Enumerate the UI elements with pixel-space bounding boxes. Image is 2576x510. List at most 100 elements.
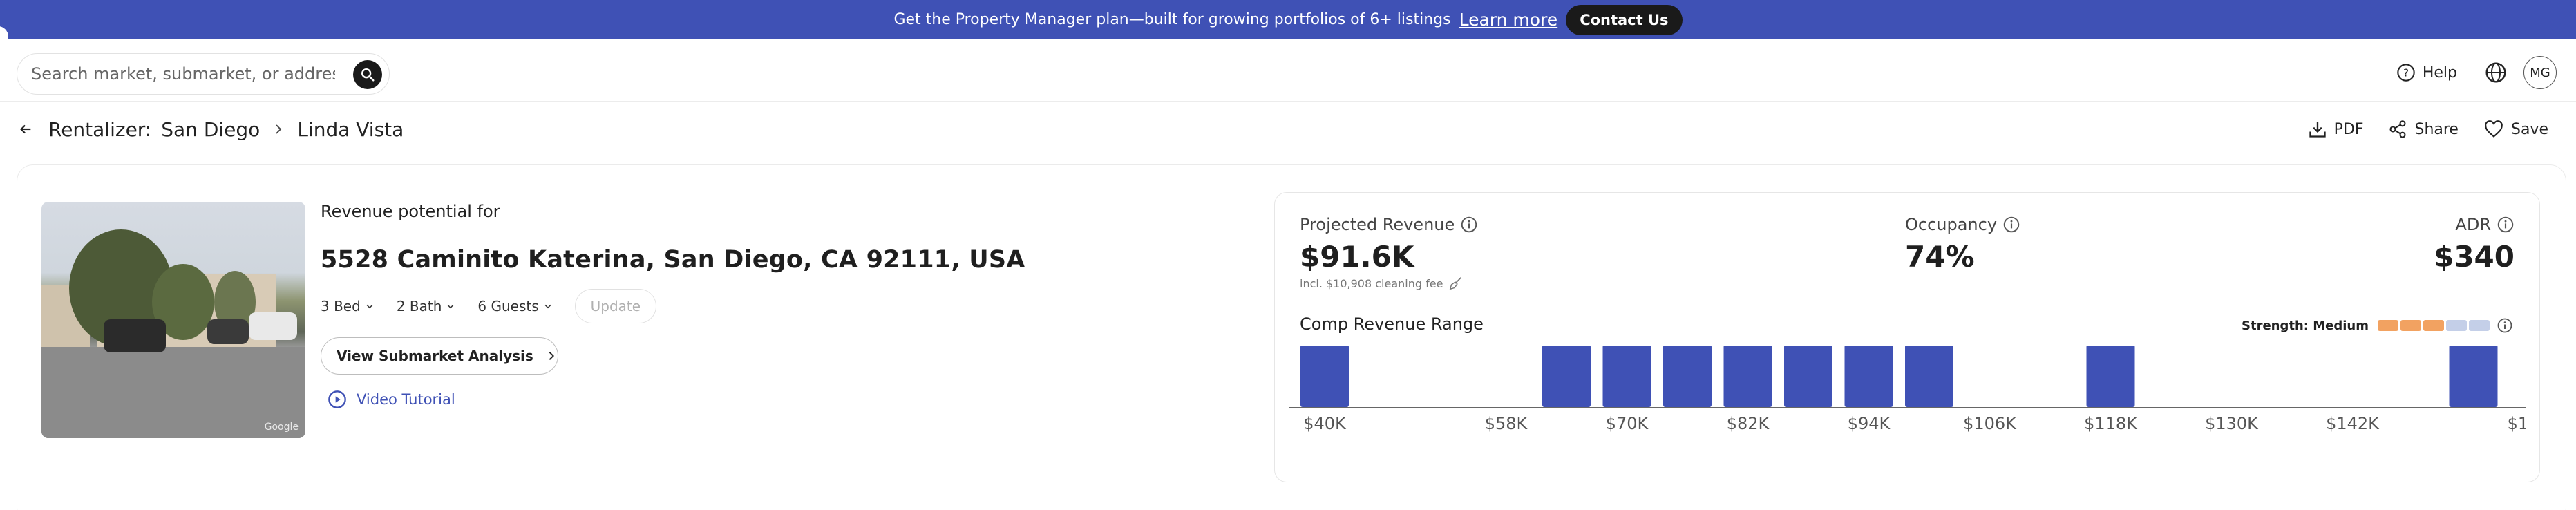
info-icon[interactable]	[2497, 317, 2513, 334]
video-tutorial-label: Video Tutorial	[357, 391, 455, 408]
chevron-down-icon	[366, 304, 373, 309]
histogram-bar-19[interactable]	[2449, 346, 2498, 407]
language-button[interactable]	[2485, 62, 2507, 84]
projected-revenue-label: Projected Revenue	[1300, 215, 1478, 234]
info-icon[interactable]	[2002, 216, 2020, 234]
svg-text:?: ?	[2403, 66, 2409, 79]
play-circle-icon	[328, 390, 346, 408]
comp-revenue-histogram: $40K $58K $70K $82K $94K $106K $118K $130K $142K…	[1289, 346, 2526, 433]
search-button[interactable]	[353, 60, 382, 89]
bed-select-label: 3 Bed	[321, 298, 361, 314]
projected-revenue-value: $91.6K	[1300, 240, 1414, 274]
adr-label: ADR	[2455, 215, 2515, 234]
histogram-tick-label-5: $106K	[1963, 414, 2017, 433]
revenue-panel: Projected Revenue $91.6K incl. $10,908 c…	[1274, 192, 2540, 482]
comp-revenue-range-title: Comp Revenue Range	[1300, 314, 1484, 334]
property-info: Revenue potential for 5528 Caminito Kate…	[321, 202, 1025, 409]
breadcrumb-rentalizer: Rentalizer:	[48, 117, 152, 141]
update-button[interactable]: Update	[574, 289, 657, 323]
chevron-down-icon	[544, 304, 551, 309]
broom-icon	[1450, 277, 1462, 290]
save-label: Save	[2510, 120, 2548, 138]
strength-segment-4	[2446, 320, 2467, 331]
histogram-tick-label-7: $130K	[2205, 414, 2259, 433]
histogram-bar-10[interactable]	[1905, 346, 1953, 407]
bath-select-label: 2 Bath	[396, 298, 442, 314]
strength-segment-3	[2423, 320, 2444, 331]
property-address: 5528 Caminito Katerina, San Diego, CA 92…	[321, 246, 1025, 274]
adr-value: $340	[2434, 240, 2515, 274]
pdf-button[interactable]: PDF	[2308, 120, 2364, 139]
breadcrumb: Rentalizer: San Diego Linda Vista	[18, 114, 404, 144]
property-selectors: 3 Bed 2 Bath 6 Guests Update	[321, 289, 1025, 323]
histogram-bar-8[interactable]	[1784, 346, 1832, 407]
projected-revenue-label-text: Projected Revenue	[1300, 215, 1455, 234]
occupancy-value: 74%	[1905, 240, 1975, 274]
strength-bar	[2376, 320, 2490, 331]
help-label: Help	[2422, 64, 2457, 82]
strength-label: Strength: Medium	[2242, 318, 2369, 333]
help-icon: ?	[2397, 64, 2415, 82]
histogram-tick-label-3: $82K	[1727, 414, 1770, 433]
histogram-bar-6[interactable]	[1663, 346, 1712, 407]
chevron-down-icon	[447, 304, 455, 309]
view-submarket-analysis-button[interactable]: View Submarket Analysis	[321, 337, 558, 375]
promo-banner: Get the Property Manager plan—built for …	[0, 0, 2576, 47]
help-button[interactable]: ? Help	[2396, 63, 2457, 82]
strength-segment-1	[2378, 320, 2398, 331]
histogram-bar-7[interactable]	[1723, 346, 1772, 407]
histogram-tick-label-8: $142K	[2326, 414, 2380, 433]
search-bar	[17, 53, 390, 95]
revenue-potential-label: Revenue potential for	[321, 202, 500, 221]
chevron-right-icon	[272, 123, 285, 135]
occupancy-label-text: Occupancy	[1905, 215, 1998, 234]
guests-select[interactable]: 6 Guests	[477, 298, 552, 314]
info-icon[interactable]	[2497, 216, 2515, 234]
top-header: ? Help MG	[0, 39, 2576, 102]
save-button[interactable]: Save	[2483, 120, 2548, 139]
globe-icon	[2485, 62, 2506, 83]
heart-icon	[2485, 120, 2503, 138]
guests-select-label: 6 Guests	[477, 298, 539, 314]
share-icon	[2389, 120, 2407, 138]
strength-segment-5	[2469, 320, 2490, 331]
search-icon	[361, 68, 375, 82]
info-icon[interactable]	[1460, 216, 1478, 234]
histogram-tick-label-2: $70K	[1606, 414, 1649, 433]
bath-select[interactable]: 2 Bath	[397, 298, 456, 314]
histogram-bar-9[interactable]	[1844, 346, 1893, 407]
bed-select[interactable]: 3 Bed	[321, 298, 375, 314]
histogram-bar-13[interactable]	[2086, 346, 2135, 407]
banner-text: Get the Property Manager plan—built for …	[893, 11, 1451, 28]
share-label: Share	[2414, 120, 2459, 138]
learn-more-link[interactable]: Learn more	[1459, 10, 1558, 30]
breadcrumb-market[interactable]: San Diego	[161, 117, 261, 141]
occupancy-label: Occupancy	[1905, 215, 2020, 234]
cleaning-fee-text: incl. $10,908 cleaning fee	[1300, 276, 1443, 290]
histogram-bar-4[interactable]	[1542, 346, 1591, 407]
download-icon	[2309, 122, 2326, 138]
chevron-right-icon	[549, 352, 554, 360]
histogram-tick-label-0: $40K	[1303, 414, 1347, 433]
submarket-button-label: View Submarket Analysis	[337, 348, 533, 364]
pdf-label: PDF	[2333, 120, 2364, 138]
histogram-bar-0[interactable]	[1300, 346, 1349, 407]
strength-segment-2	[2400, 320, 2421, 331]
histogram-tick-label-9: $160K	[2508, 414, 2526, 433]
histogram-bar-5[interactable]	[1602, 346, 1651, 407]
arrow-left-icon	[20, 124, 31, 134]
share-button[interactable]: Share	[2388, 120, 2459, 139]
adr-label-text: ADR	[2455, 215, 2491, 234]
histogram-tick-label-6: $118K	[2084, 414, 2138, 433]
back-button[interactable]	[18, 122, 33, 137]
avatar[interactable]: MG	[2523, 56, 2557, 89]
search-input[interactable]	[31, 64, 335, 84]
strength-indicator: Strength: Medium	[2242, 317, 2513, 334]
cleaning-fee-note: incl. $10,908 cleaning fee	[1300, 276, 1464, 291]
breadcrumb-submarket: Linda Vista	[297, 117, 404, 141]
property-photo[interactable]: Google	[41, 202, 305, 438]
page-actions: PDF Share Save	[2283, 114, 2548, 144]
photo-watermark: Google	[264, 422, 299, 433]
contact-us-button[interactable]: Contact Us	[1566, 4, 1683, 35]
video-tutorial-link[interactable]: Video Tutorial	[321, 390, 1025, 409]
